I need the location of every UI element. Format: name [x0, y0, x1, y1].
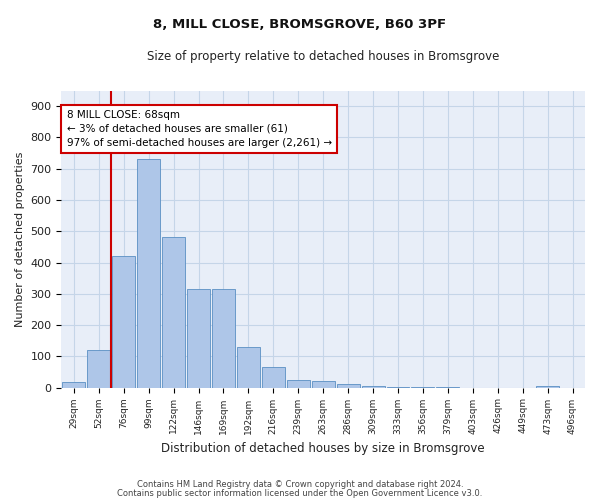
Title: Size of property relative to detached houses in Bromsgrove: Size of property relative to detached ho… — [147, 50, 499, 63]
X-axis label: Distribution of detached houses by size in Bromsgrove: Distribution of detached houses by size … — [161, 442, 485, 455]
Bar — [137, 160, 160, 388]
Bar — [287, 380, 310, 388]
Bar — [362, 386, 385, 388]
Bar — [62, 382, 85, 388]
Text: Contains public sector information licensed under the Open Government Licence v3: Contains public sector information licen… — [118, 488, 482, 498]
Text: 8 MILL CLOSE: 68sqm
← 3% of detached houses are smaller (61)
97% of semi-detache: 8 MILL CLOSE: 68sqm ← 3% of detached hou… — [67, 110, 332, 148]
Bar — [88, 350, 110, 388]
Bar — [312, 382, 335, 388]
Text: 8, MILL CLOSE, BROMSGROVE, B60 3PF: 8, MILL CLOSE, BROMSGROVE, B60 3PF — [154, 18, 446, 30]
Y-axis label: Number of detached properties: Number of detached properties — [15, 152, 25, 327]
Bar — [536, 386, 559, 388]
Text: Contains HM Land Registry data © Crown copyright and database right 2024.: Contains HM Land Registry data © Crown c… — [137, 480, 463, 489]
Bar — [337, 384, 359, 388]
Bar — [262, 367, 285, 388]
Bar — [237, 347, 260, 388]
Bar — [162, 238, 185, 388]
Bar — [187, 289, 210, 388]
Bar — [112, 256, 135, 388]
Bar — [412, 387, 434, 388]
Bar — [386, 387, 409, 388]
Bar — [212, 289, 235, 388]
